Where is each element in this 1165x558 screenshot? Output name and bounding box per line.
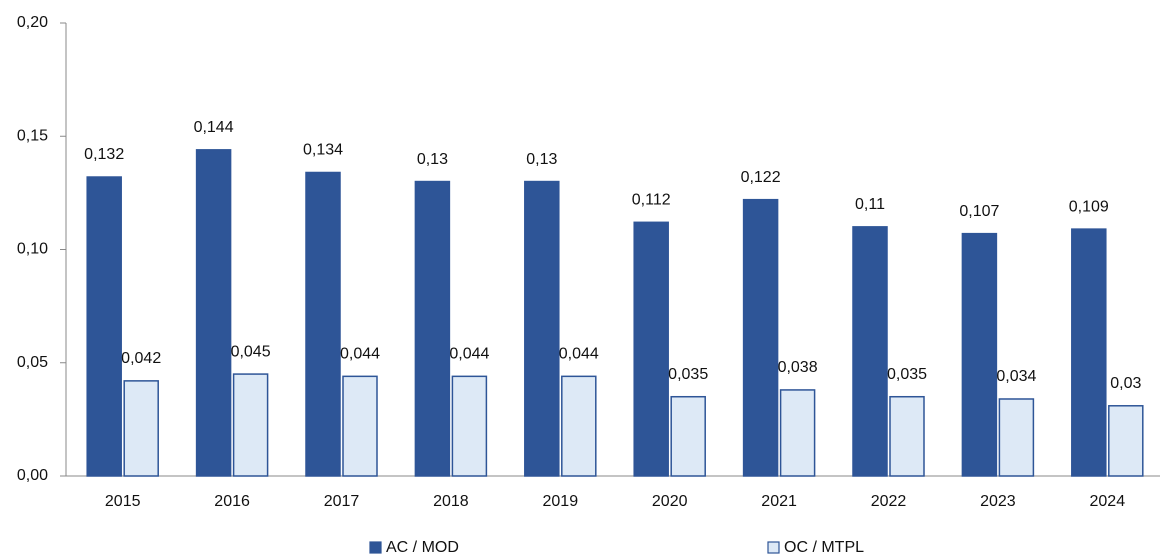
value-label: 0,045 [231, 343, 271, 360]
x-tick-label: 2016 [214, 493, 250, 510]
legend-label: OC / MTPL [784, 539, 864, 556]
value-label: 0,11 [855, 196, 885, 213]
legend-swatch [767, 541, 780, 554]
y-tick-label: 0,15 [17, 127, 48, 144]
x-tick-label: 2015 [105, 493, 141, 510]
bar [86, 176, 122, 477]
x-tick-label: 2017 [324, 493, 360, 510]
x-tick-label: 2018 [433, 493, 469, 510]
value-label: 0,112 [632, 192, 671, 209]
y-tick-label: 0,05 [17, 354, 48, 371]
x-tick-label: 2024 [1090, 493, 1126, 510]
x-tick-label: 2019 [543, 493, 579, 510]
bar [451, 375, 488, 477]
y-tick-label: 0,00 [17, 467, 48, 484]
value-label: 0,03 [1110, 375, 1141, 392]
value-label: 0,035 [887, 366, 927, 383]
bar [342, 375, 378, 477]
value-label: 0,13 [417, 151, 448, 168]
y-tick-label: 0,20 [17, 14, 48, 31]
x-tick-label: 2021 [761, 493, 797, 510]
bar [961, 232, 998, 477]
value-label: 0,042 [121, 350, 161, 367]
value-label: 0,122 [741, 169, 781, 186]
value-label: 0,044 [340, 346, 380, 363]
bar [195, 149, 232, 477]
bar [852, 226, 888, 477]
bar [779, 389, 816, 477]
bar [123, 380, 159, 477]
bar [889, 395, 925, 477]
bar [561, 375, 597, 477]
value-label: 0,035 [668, 366, 708, 383]
value-label: 0,044 [559, 346, 599, 363]
bar [742, 198, 779, 477]
bar [524, 180, 560, 477]
x-tick-label: 2023 [980, 493, 1016, 510]
value-label: 0,134 [303, 142, 343, 159]
legend-label: AC / MOD [386, 539, 459, 556]
legend-swatch [369, 541, 382, 554]
bar [414, 180, 451, 477]
bar [670, 395, 706, 477]
value-label: 0,038 [778, 359, 818, 376]
value-label: 0,034 [996, 368, 1036, 385]
x-tick-label: 2022 [871, 493, 907, 510]
bar [232, 373, 269, 477]
value-label: 0,13 [526, 151, 557, 168]
y-tick-label: 0,10 [17, 241, 48, 258]
value-label: 0,132 [84, 146, 124, 163]
bar [1108, 405, 1144, 477]
value-label: 0,109 [1069, 198, 1109, 215]
value-label: 0,107 [959, 203, 999, 220]
value-label: 0,144 [194, 119, 234, 136]
bar [305, 171, 341, 477]
bar [998, 398, 1035, 477]
x-tick-label: 2020 [652, 493, 688, 510]
value-label: 0,044 [449, 346, 489, 363]
bar [1071, 228, 1107, 477]
bar [633, 221, 669, 477]
